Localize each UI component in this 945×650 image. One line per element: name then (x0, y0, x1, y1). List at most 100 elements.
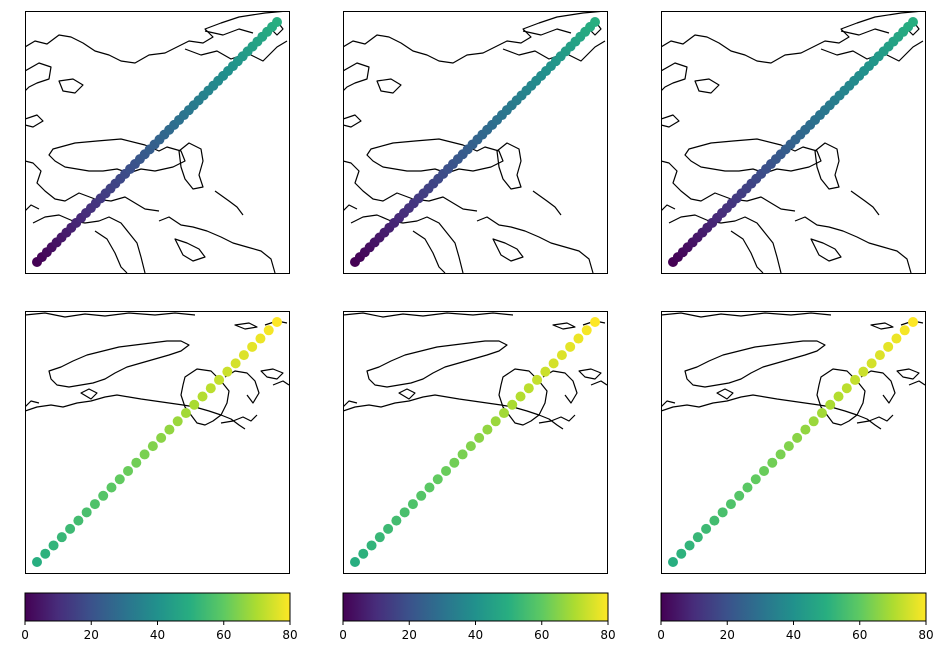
colorbar-tick-label: 40 (150, 628, 165, 642)
scatter-point (709, 515, 720, 526)
scatter-point (908, 317, 918, 327)
colorbar-2: 0 20 40 60 80 (339, 592, 616, 642)
scatter-point (457, 449, 468, 460)
scatter-point (139, 449, 150, 460)
colorbar-tick-label: 80 (600, 628, 615, 642)
map-panel-row1-col3 (661, 11, 926, 274)
colorbar-3: 0 20 40 60 80 (657, 592, 934, 642)
colorbar-tick-label: 80 (282, 628, 297, 642)
colorbar-tick-label: 60 (216, 628, 231, 642)
scatter-point (272, 317, 282, 327)
colorbar-tick-label: 40 (786, 628, 801, 642)
panel-frame (343, 11, 608, 274)
colorbar-gradient (660, 592, 927, 622)
scatter-point (565, 341, 576, 352)
colorbar-tick-label: 20 (720, 628, 735, 642)
scatter-point (81, 507, 92, 518)
scatter-point (189, 399, 200, 410)
scatter-point (490, 416, 501, 427)
scatter-point (573, 333, 584, 344)
scatter-point (808, 416, 819, 427)
scatter-point (792, 432, 803, 443)
scatter-point (56, 532, 67, 543)
scatter-point (684, 540, 695, 551)
scatter-point (383, 523, 394, 534)
scatter-point (783, 441, 794, 452)
scatter-point (164, 424, 175, 435)
scatter-point (65, 523, 76, 534)
scatter-point (114, 474, 125, 485)
scatter-point (750, 474, 761, 485)
colorbar-gradient (342, 592, 609, 622)
scatter-point (532, 374, 543, 385)
scatter-point (515, 391, 526, 402)
coastline-map (661, 312, 926, 430)
scatter-point (32, 557, 42, 567)
scatter-point (214, 374, 225, 385)
scatter-point (441, 465, 452, 476)
colorbar-1: 0 20 40 60 80 (21, 592, 298, 642)
scatter-point (833, 391, 844, 402)
scatter-point (701, 523, 712, 534)
scatter-point (590, 17, 600, 27)
scatter-point (523, 383, 534, 394)
colorbar-tick-label: 0 (339, 628, 347, 642)
scatter-point (48, 540, 59, 551)
panel-frame (25, 11, 290, 274)
scatter-point (98, 490, 109, 501)
colorbars: 0 20 40 60 80 0 20 40 60 80 0 20 40 60 80 (21, 592, 934, 642)
map-panel-row2-col1 (25, 311, 290, 574)
scatter-point (89, 499, 100, 510)
scatter-point (676, 548, 687, 559)
scatter-point (816, 408, 827, 419)
scatter-point (800, 424, 811, 435)
scatter-point (374, 532, 385, 543)
map-panel-row2-col2 (343, 311, 608, 574)
scatter-point (717, 507, 728, 518)
colorbar-gradient (24, 592, 291, 622)
scatter-point (73, 515, 84, 526)
scatter-point (399, 507, 410, 518)
scatter-point (725, 499, 736, 510)
colorbar-tick-label: 60 (534, 628, 549, 642)
scatter-point (498, 408, 509, 419)
scatter-point (358, 548, 369, 559)
map-panel-row1-col1 (25, 11, 290, 274)
scatter-point (123, 465, 134, 476)
scatter-point (891, 333, 902, 344)
colorbar-tick-label: 0 (657, 628, 665, 642)
scatter-point (247, 341, 258, 352)
scatter-point (540, 366, 551, 377)
colorbar-tick-label: 20 (402, 628, 417, 642)
scatter-point (131, 457, 142, 468)
scatter-point (416, 490, 427, 501)
scatter-point (147, 441, 158, 452)
scatter-point (263, 325, 274, 336)
scatter-point (841, 383, 852, 394)
scatter-point (391, 515, 402, 526)
scatter-point (230, 358, 241, 369)
scatter-point (40, 548, 51, 559)
scatter-point (692, 532, 703, 543)
panel-frame (661, 11, 926, 274)
colorbar-tick-label: 60 (852, 628, 867, 642)
scatter-point (908, 17, 918, 27)
coastline-map (25, 312, 290, 430)
scatter-point (180, 408, 191, 419)
scatter-point (482, 424, 493, 435)
scatter-point (366, 540, 377, 551)
colorbar-tick-label: 80 (918, 628, 933, 642)
scatter-point (449, 457, 460, 468)
colorbar-tick-label: 40 (468, 628, 483, 642)
scatter-point (238, 350, 249, 361)
scatter-point (205, 383, 216, 394)
scatter-point (883, 341, 894, 352)
scatter-point (742, 482, 753, 493)
map-panel-row1-col2 (343, 11, 608, 274)
scatter-point (850, 374, 861, 385)
scatter-point (556, 350, 567, 361)
scatter-point (825, 399, 836, 410)
scatter-point (507, 399, 518, 410)
scatter-point (874, 350, 885, 361)
